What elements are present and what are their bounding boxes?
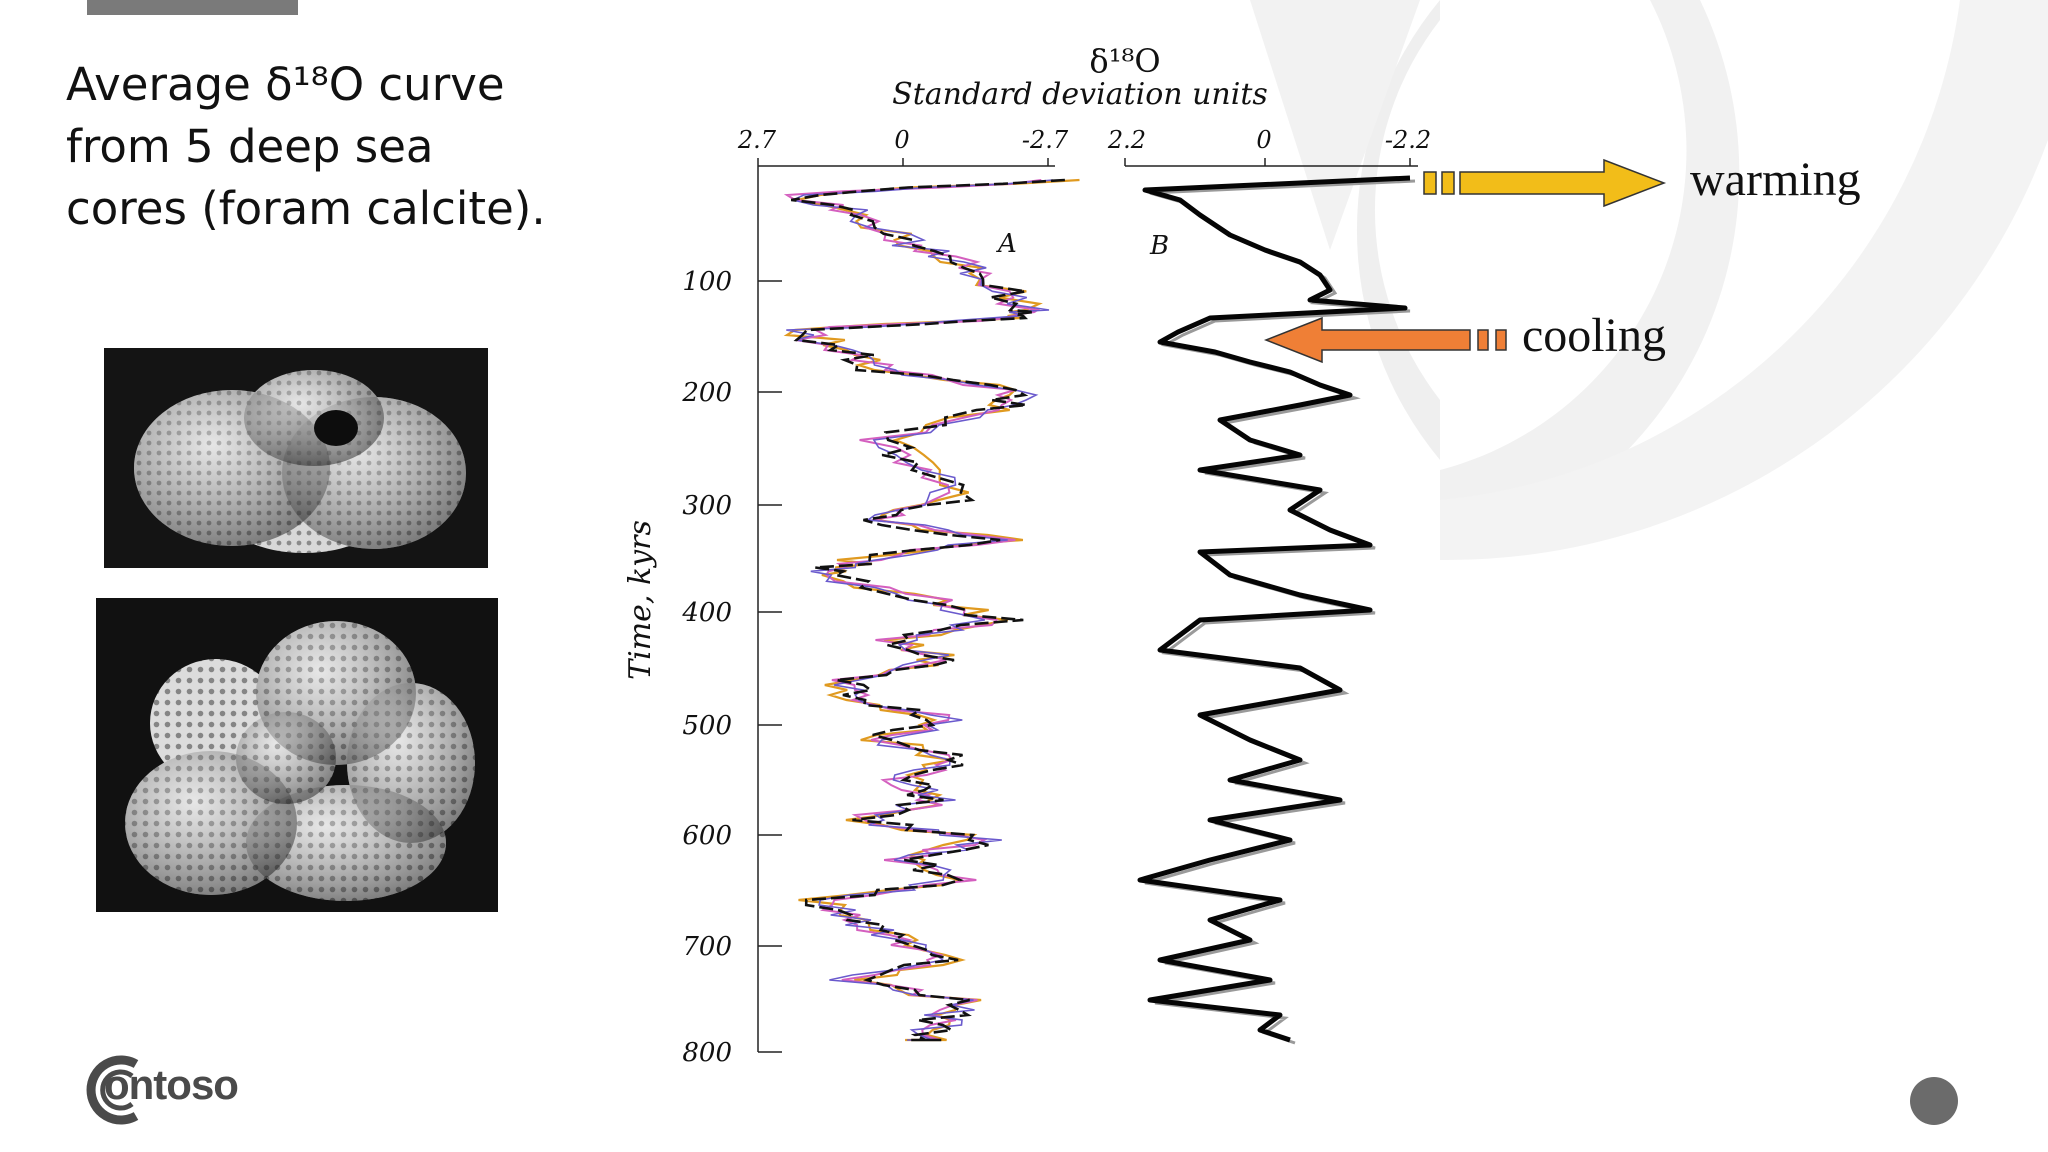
panel-a-tick-center: 0 [894, 126, 909, 154]
panel-b-tick-center: 0 [1256, 126, 1271, 154]
title-line-1: Average δ¹⁸O curve [66, 58, 505, 111]
contoso-logo-text: ontoso [104, 1061, 239, 1108]
slide-title: Average δ¹⁸O curve from 5 deep sea cores… [66, 54, 586, 240]
cooling-label: cooling [1522, 309, 1666, 362]
y-axis-ticks: 100 200 300 400 500 600 700 800 [681, 267, 782, 1068]
foraminifera-photo-side-view [104, 348, 488, 568]
y-tick-label: 400 [681, 598, 732, 628]
y-tick-label: 200 [681, 378, 732, 408]
y-tick-label: 700 [682, 932, 732, 962]
figure-top-label: δ¹⁸O [1089, 42, 1160, 80]
warming-label: warming [1690, 153, 1861, 206]
y-axis-label: Time, kyrs [623, 520, 658, 680]
page-indicator-dot[interactable] [1910, 1077, 1958, 1125]
y-tick-label: 800 [682, 1038, 732, 1068]
panel-a-tick-right: -2.7 [1022, 126, 1069, 154]
panel-a-core-curve [783, 179, 1042, 1041]
title-line-3: cores (foram calcite). [66, 182, 546, 235]
y-tick-label: 500 [682, 711, 732, 741]
panel-a-tick-left: 2.7 [737, 126, 777, 154]
warming-arrow [1423, 158, 1667, 208]
panel-b-tick-right: -2.2 [1385, 126, 1431, 154]
top-accent-bar [87, 0, 298, 15]
contoso-c-logo-icon [86, 1055, 139, 1125]
panel-a-curves [783, 178, 1080, 1042]
panel-b-tick-left: 2.2 [1107, 126, 1146, 154]
panel-a-core-curve [790, 178, 1065, 1042]
y-tick-label: 600 [682, 821, 732, 851]
panel-b-average-curve [1137, 175, 1411, 1043]
y-tick-label: 100 [682, 267, 732, 297]
panel-b-label: B [1149, 231, 1169, 261]
panel-a-label: A [996, 229, 1017, 259]
figure-axis-title: Standard deviation units [892, 77, 1268, 112]
title-line-2: from 5 deep sea [66, 120, 434, 173]
cooling-arrow [1263, 316, 1507, 364]
foraminifera-photo-top-view [96, 598, 498, 912]
y-tick-label: 300 [682, 491, 732, 521]
